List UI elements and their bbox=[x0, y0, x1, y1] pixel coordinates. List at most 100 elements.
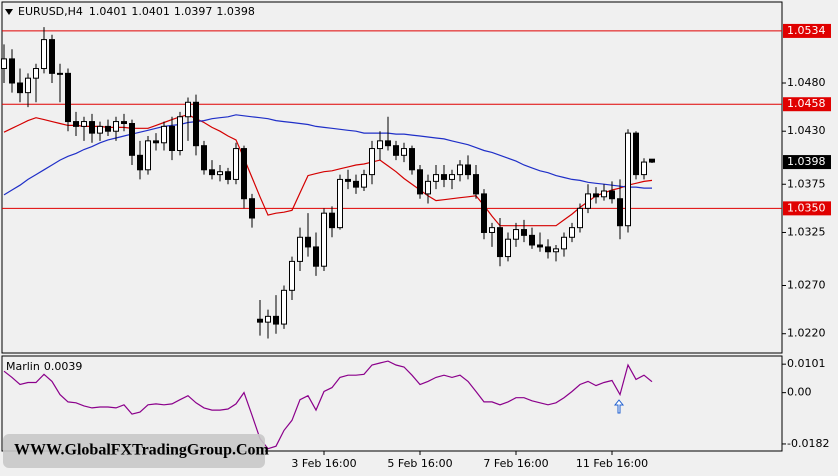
candle-body bbox=[281, 289, 287, 325]
candle-body bbox=[209, 169, 215, 176]
candle-body bbox=[289, 260, 295, 291]
candle-body bbox=[129, 123, 135, 156]
candle-body bbox=[577, 207, 583, 229]
candle-body bbox=[313, 246, 319, 267]
candle-body bbox=[617, 198, 623, 227]
candle-body bbox=[161, 125, 167, 144]
candle-body bbox=[257, 318, 263, 323]
close-price: 1.0398 bbox=[216, 5, 255, 18]
candle-body bbox=[17, 82, 23, 94]
low-price: 1.0397 bbox=[174, 5, 213, 18]
watermark-box bbox=[3, 434, 265, 468]
price-pane bbox=[1, 1, 783, 354]
candle-body bbox=[305, 236, 311, 248]
candle-body bbox=[177, 116, 183, 151]
indicator-header: Marlin 0.0039 bbox=[6, 360, 82, 373]
candle-body bbox=[41, 39, 47, 70]
x-tick-label: 5 Feb 16:00 bbox=[387, 457, 452, 470]
candle-body bbox=[401, 148, 407, 156]
y-tick-label: 0.00 bbox=[787, 386, 812, 399]
candle-body bbox=[585, 193, 591, 209]
candle-body bbox=[513, 229, 519, 240]
candle-body bbox=[193, 101, 199, 147]
candle-body bbox=[393, 145, 399, 156]
candle-body bbox=[81, 121, 87, 127]
candle-body bbox=[337, 178, 343, 229]
candle-body bbox=[361, 174, 367, 188]
watermark: WWW.GlobalFXTradingGroup.Com bbox=[14, 442, 270, 459]
y-tick-label: 0.0101 bbox=[787, 357, 826, 370]
candle-body bbox=[369, 148, 375, 176]
candle-body bbox=[105, 125, 111, 132]
candle-body bbox=[561, 236, 567, 250]
candle-body bbox=[201, 145, 207, 171]
candle-body bbox=[65, 72, 71, 123]
candle-body bbox=[321, 212, 327, 267]
x-tick-label: 7 Feb 16:00 bbox=[483, 457, 548, 470]
candle-body bbox=[385, 140, 391, 147]
candle-body bbox=[9, 58, 15, 84]
candle-body bbox=[89, 121, 95, 134]
x-tick-label: 3 Feb 16:00 bbox=[291, 457, 356, 470]
level-box bbox=[783, 23, 831, 38]
candle-body bbox=[545, 246, 551, 253]
candle-body bbox=[249, 198, 255, 219]
candle-body bbox=[1, 58, 7, 70]
level-box bbox=[783, 201, 831, 216]
y-tick-label: 1.0270 bbox=[787, 279, 826, 292]
candle-body bbox=[497, 227, 503, 258]
candle-body bbox=[225, 171, 231, 180]
symbol: EURUSD,H4 bbox=[18, 5, 83, 18]
symbol-header: EURUSD,H4 1.0401 1.0401 1.0397 1.0398 bbox=[18, 5, 255, 18]
candle-body bbox=[569, 227, 575, 238]
y-tick-label: -0.0182 bbox=[787, 437, 829, 450]
candle-body bbox=[537, 244, 543, 248]
y-tick-label: 1.0480 bbox=[787, 76, 826, 89]
x-tick-label: 11 Feb 16:00 bbox=[576, 457, 648, 470]
candle-body bbox=[641, 161, 647, 176]
candle-body bbox=[649, 158, 655, 163]
indicator-name: Marlin bbox=[6, 360, 40, 373]
level-label: 1.0534 bbox=[787, 24, 826, 37]
candle-body bbox=[25, 77, 31, 94]
candle-body bbox=[505, 238, 511, 258]
candle-body bbox=[217, 171, 223, 176]
candle-body bbox=[553, 248, 559, 253]
signal-arrow bbox=[613, 399, 625, 414]
candle-body bbox=[625, 132, 631, 227]
candle-body bbox=[57, 72, 63, 75]
candle-body bbox=[33, 68, 39, 79]
candle-body bbox=[473, 174, 479, 195]
candle-body bbox=[425, 180, 431, 195]
level-box bbox=[783, 97, 831, 112]
candle-body bbox=[329, 212, 335, 229]
candle-body bbox=[353, 180, 359, 188]
menu-arrow[interactable] bbox=[5, 9, 13, 15]
candle-body bbox=[113, 121, 119, 132]
candle-body bbox=[433, 174, 439, 182]
candle-body bbox=[169, 125, 175, 152]
marks: 1.0480 1.0430 1.0375 1.0325 1.0270 1.0220 1.05… bbox=[1, 23, 831, 470]
high-price: 1.0401 bbox=[131, 5, 170, 18]
candle-body bbox=[609, 190, 615, 200]
candle-body bbox=[273, 315, 279, 325]
level-label: 1.0350 bbox=[787, 201, 826, 214]
candle-body bbox=[449, 174, 455, 180]
candle-body bbox=[145, 140, 151, 171]
candle-body bbox=[265, 315, 271, 323]
candle-body bbox=[345, 178, 351, 182]
candle-body bbox=[153, 140, 159, 144]
y-tick-label: 1.0220 bbox=[787, 327, 826, 340]
candle-body bbox=[377, 140, 383, 150]
candle-body bbox=[481, 193, 487, 233]
candle-body bbox=[233, 148, 239, 180]
current-price-label: 1.0398 bbox=[787, 155, 826, 168]
candle-body bbox=[593, 193, 599, 198]
indicator-line bbox=[3, 360, 653, 450]
candle-body bbox=[601, 190, 607, 198]
moving-average bbox=[3, 114, 653, 227]
level-label: 1.0458 bbox=[787, 97, 826, 110]
moving-average bbox=[3, 114, 652, 196]
